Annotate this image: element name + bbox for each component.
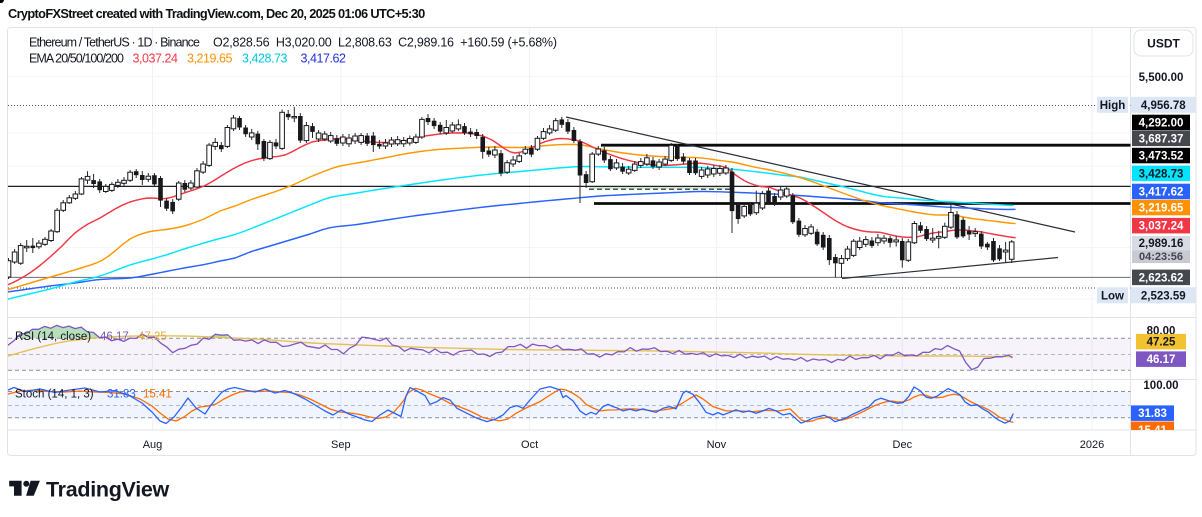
svg-text:46.17: 46.17	[100, 331, 129, 343]
svg-text:3,037.24: 3,037.24	[133, 52, 179, 66]
svg-text:46.17: 46.17	[1147, 354, 1176, 366]
svg-text:Ethereum / TetherUS · 1D · Bin: Ethereum / TetherUS · 1D · Binance	[29, 36, 200, 50]
svg-text:Dec: Dec	[893, 439, 913, 451]
svg-text:5,500.00: 5,500.00	[1139, 72, 1184, 84]
svg-text:3,417.62: 3,417.62	[301, 52, 347, 66]
svg-text:100.00: 100.00	[1143, 380, 1178, 392]
svg-text:47.25: 47.25	[138, 331, 167, 343]
svg-text:2,623.62: 2,623.62	[1139, 272, 1184, 284]
svg-text:04:23:56: 04:23:56	[1139, 251, 1183, 263]
svg-text:3,417.62: 3,417.62	[1139, 186, 1184, 198]
svg-text:3,219.65: 3,219.65	[1139, 203, 1184, 215]
svg-text:3,037.24: 3,037.24	[1139, 221, 1184, 233]
svg-text:3,219.65: 3,219.65	[187, 52, 233, 66]
svg-text:3,473.52: 3,473.52	[1139, 151, 1184, 163]
svg-text:2,523.59: 2,523.59	[1141, 290, 1186, 302]
svg-text:O2,828.56 H3,020.00 L2,808.6: O2,828.56 H3,020.00 L2,808.63 C2,989.16 …	[213, 36, 557, 50]
svg-text:2026: 2026	[1080, 439, 1104, 451]
svg-text:15.41: 15.41	[1138, 425, 1167, 437]
svg-text:3,428.73: 3,428.73	[1139, 168, 1184, 180]
svg-text:Sep: Sep	[331, 439, 351, 451]
svg-text:Oct: Oct	[521, 439, 538, 451]
svg-text:3,428.73: 3,428.73	[242, 52, 288, 66]
svg-text:RSI (14, close): RSI (14, close)	[15, 331, 91, 343]
svg-text:Low: Low	[1101, 291, 1124, 303]
svg-text:TradingView: TradingView	[46, 478, 170, 502]
svg-text:47.25: 47.25	[1147, 337, 1176, 349]
svg-text:USDT: USDT	[1147, 36, 1180, 50]
svg-text:31.83: 31.83	[1138, 408, 1167, 420]
svg-text:4,292.00: 4,292.00	[1139, 117, 1184, 129]
svg-text:Nov: Nov	[707, 439, 727, 451]
svg-text:Aug: Aug	[143, 439, 163, 451]
svg-text:4,956.78: 4,956.78	[1141, 100, 1186, 112]
svg-text:31.83: 31.83	[107, 389, 136, 401]
svg-text:High: High	[1100, 100, 1126, 112]
svg-text:Stoch (14, 1, 3): Stoch (14, 1, 3)	[15, 389, 94, 401]
svg-text:3,687.37: 3,687.37	[1139, 133, 1184, 145]
svg-text:EMA 20/50/100/200: EMA 20/50/100/200	[29, 52, 124, 66]
svg-text:15.41: 15.41	[143, 389, 172, 401]
svg-text:2,989.16: 2,989.16	[1139, 238, 1184, 250]
